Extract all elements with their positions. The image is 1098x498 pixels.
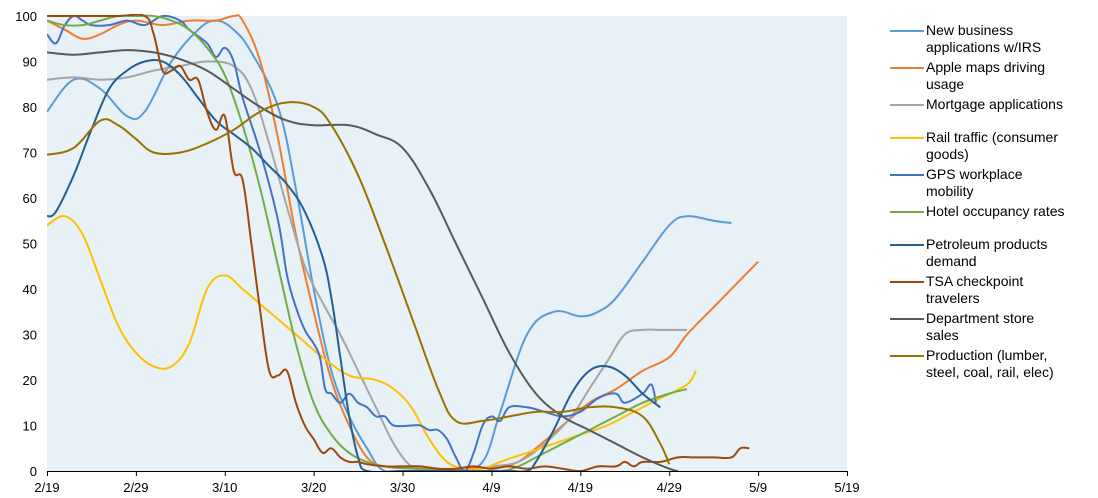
series-line-0 xyxy=(47,19,732,471)
legend-label: Production (lumber, xyxy=(926,347,1048,363)
x-tick-label: 3/30 xyxy=(390,480,415,495)
series-line-1 xyxy=(47,14,759,470)
legend-swatch xyxy=(890,30,924,32)
legend-swatch xyxy=(890,104,924,106)
legend-label: Mortgage applications xyxy=(926,96,1063,112)
series-line-9 xyxy=(47,101,671,465)
x-tick-label: 2/19 xyxy=(34,480,59,495)
y-tick-label: 70 xyxy=(23,146,37,161)
legend-item: TSA checkpoint travelers xyxy=(890,273,1098,307)
legend-item: Mortgage applications xyxy=(890,96,1098,113)
y-tick-label: 30 xyxy=(23,328,37,343)
legend-label: Apple maps driving xyxy=(926,59,1046,75)
x-tick-label: 4/29 xyxy=(657,480,682,495)
series-line-6 xyxy=(47,58,661,471)
x-tick-label: 3/10 xyxy=(212,480,237,495)
x-tick-label: 4/9 xyxy=(482,480,500,495)
legend-swatch xyxy=(890,281,924,283)
legend-label: steel, coal, rail, elec) xyxy=(926,364,1054,380)
legend-item: Department store sales xyxy=(890,310,1098,344)
plot-area xyxy=(47,16,847,471)
series-line-8 xyxy=(47,49,679,471)
x-tick-label: 2/29 xyxy=(123,480,148,495)
series-line-4 xyxy=(47,14,657,471)
legend-label: Hotel occupancy rates xyxy=(926,203,1065,219)
legend-label: Rail traffic (consumer xyxy=(926,129,1059,145)
legend-item: Petroleum products demand xyxy=(890,236,1098,270)
legend-label: sales xyxy=(926,327,959,343)
axes: 2/19 2/29 3/10 3/20 3/30 4/9 4/19 4/29 5/9 5/19 0 1… xyxy=(15,9,859,495)
y-tick-label: 20 xyxy=(23,373,37,388)
legend-item: Hotel occupancy rates xyxy=(890,203,1098,220)
legend-swatch xyxy=(890,137,924,139)
y-tick-label: 40 xyxy=(23,282,37,297)
legend-label: goods) xyxy=(926,146,969,162)
y-tick-label: 100 xyxy=(15,9,37,24)
y-tick-label: 80 xyxy=(23,100,37,115)
legend-swatch xyxy=(890,318,924,320)
x-tick-label: 5/19 xyxy=(834,480,859,495)
legend-label: applications w/IRS xyxy=(926,39,1042,55)
y-tick-label: 50 xyxy=(23,237,37,252)
legend-swatch xyxy=(890,67,924,69)
legend-swatch xyxy=(890,244,924,246)
x-tick-label: 5/9 xyxy=(749,480,767,495)
y-tick-label: 90 xyxy=(23,55,37,70)
legend-item: Production (lumber, steel, coal, rail, el… xyxy=(890,347,1098,381)
legend-label: TSA checkpoint xyxy=(926,273,1024,289)
legend-item: Apple maps driving usage xyxy=(890,59,1098,93)
legend-label: New business xyxy=(926,22,1014,38)
legend-label: GPS workplace xyxy=(926,166,1023,182)
legend-item: GPS workplace mobility xyxy=(890,166,1098,200)
legend: New business applications w/IRS Apple maps… xyxy=(890,22,1098,381)
legend-swatch xyxy=(890,355,924,357)
legend-label: Department store xyxy=(926,310,1035,326)
legend-swatch xyxy=(890,174,924,176)
y-tick-label: 10 xyxy=(23,419,37,434)
legend-swatch xyxy=(890,211,924,213)
series-lines xyxy=(47,14,759,471)
legend-item: New business applications w/IRS xyxy=(890,22,1098,56)
legend-label: usage xyxy=(926,76,965,92)
legend-label: Petroleum products xyxy=(926,236,1048,252)
series-line-5 xyxy=(47,14,688,471)
legend-label: demand xyxy=(926,253,977,269)
legend-label: mobility xyxy=(926,183,974,199)
series-line-7 xyxy=(47,14,750,471)
y-tick-label: 60 xyxy=(23,191,37,206)
legend-item: Rail traffic (consumer goods) xyxy=(890,129,1098,163)
legend-label: travelers xyxy=(926,290,980,306)
x-tick-label: 3/20 xyxy=(301,480,326,495)
y-tick-label: 0 xyxy=(30,464,37,479)
x-tick-label: 4/19 xyxy=(568,480,593,495)
